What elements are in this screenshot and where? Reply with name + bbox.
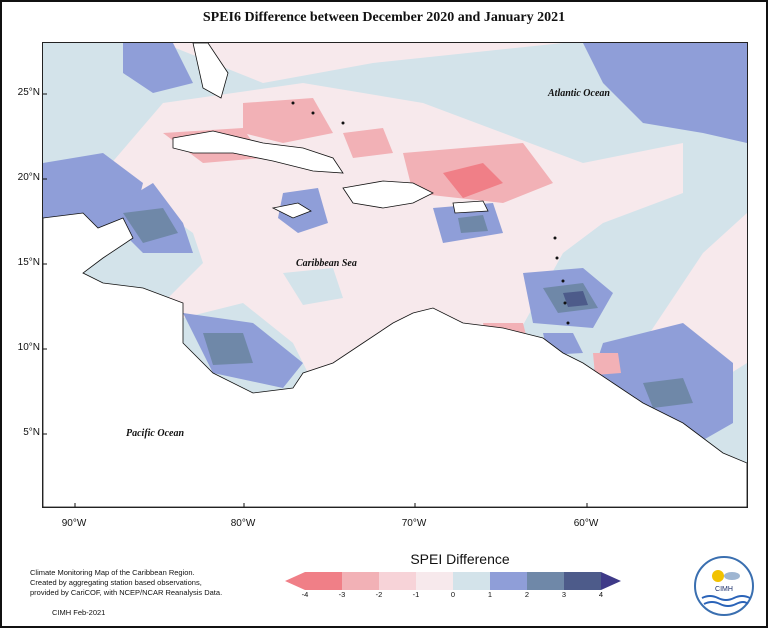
- anomaly-zone-dark-blue-puerto-rico: [458, 215, 488, 233]
- anomaly-zone-dark-blue-guiana: [643, 378, 693, 408]
- colorbar-arrow-left: [285, 572, 305, 590]
- anomaly-zone-dark-blue-yucatan: [123, 208, 178, 243]
- legend-tick: 1: [487, 590, 493, 599]
- wave-icon: [701, 595, 751, 601]
- legend-tick: 2: [524, 590, 530, 599]
- graticule-ticks: [43, 93, 588, 507]
- label-atlantic-ocean: Atlantic Ocean: [548, 88, 610, 99]
- anomaly-zone-pink-bahamas: [243, 98, 333, 143]
- colorbar-arrow-right: [601, 572, 621, 590]
- colorbar-bin-4: [453, 572, 490, 590]
- credit-footer: CIMH Feb-2021: [52, 608, 106, 617]
- legend-colorbar: [285, 572, 621, 590]
- logo-text: CIMH: [715, 586, 733, 593]
- anomaly-zone-pink-windward-passage: [343, 128, 393, 158]
- legend-tick: 3: [561, 590, 567, 599]
- cloud-icon: [724, 572, 740, 580]
- lon-label-70: 70°W: [401, 518, 427, 529]
- legend-title: SPEI Difference: [410, 551, 510, 567]
- legend-tick: -4: [301, 590, 309, 599]
- colorbar-bin-7: [564, 572, 601, 590]
- label-pacific-ocean: Pacific Ocean: [126, 428, 185, 439]
- anomaly-zone-pink-tobago: [593, 353, 621, 375]
- land-florida: [192, 43, 229, 99]
- lon-label-60: 60°W: [573, 518, 599, 529]
- lon-label-80: 80°W: [230, 518, 256, 529]
- lon-label-90: 90°W: [61, 518, 87, 529]
- lat-label-15: 15°N: [17, 257, 40, 268]
- anomaly-zone-blue-atlantic-ne: [583, 43, 747, 143]
- lat-label-20: 20°N: [17, 172, 40, 183]
- lat-label-10: 10°N: [17, 342, 40, 353]
- land-puerto-rico: [452, 200, 489, 214]
- anomaly-zone-dark-blue-nicaragua: [203, 333, 253, 365]
- land-mainland: [43, 212, 747, 507]
- anomaly-zone-light-blue-central: [283, 268, 343, 305]
- colorbar-bin-3: [416, 572, 453, 590]
- map-panel[interactable]: [42, 42, 748, 508]
- label-caribbean-sea: Caribbean Sea: [296, 258, 357, 269]
- legend-tick: -2: [375, 590, 383, 599]
- anomaly-zone-darkest-blue: [563, 291, 588, 307]
- land-jamaica: [271, 202, 312, 219]
- colorbar-bin-5: [490, 572, 527, 590]
- map-graphic: [43, 43, 747, 507]
- legend-tick: 4: [598, 590, 604, 599]
- anomaly-zone-red-core: [443, 163, 503, 198]
- legend-tick: 0: [450, 590, 456, 599]
- credit-line-1: Climate Monitoring Map of the Caribbean …: [30, 568, 195, 577]
- cimh-logo: CIMH: [694, 556, 754, 616]
- colorbar-bin-2: [379, 572, 416, 590]
- colorbar-bin-6: [527, 572, 564, 590]
- land-hispaniola: [342, 180, 434, 209]
- lat-label-5: 5°N: [23, 427, 40, 438]
- map-title: SPEI6 Difference between December 2020 a…: [202, 10, 566, 25]
- credit-line-3: provided by CariCOF, with NCEP/NCAR Rean…: [30, 588, 223, 597]
- land-cuba: [172, 130, 344, 174]
- anomaly-zone-blue-florida: [123, 43, 193, 93]
- lat-label-25: 25°N: [17, 87, 40, 98]
- sun-icon: [712, 570, 724, 582]
- legend-tick: -3: [338, 590, 346, 599]
- legend-tick: -1: [412, 590, 420, 599]
- colorbar-bin-0: [305, 572, 342, 590]
- colorbar-bin-1: [342, 572, 379, 590]
- credit-line-2: Created by aggregating station based obs…: [30, 578, 202, 587]
